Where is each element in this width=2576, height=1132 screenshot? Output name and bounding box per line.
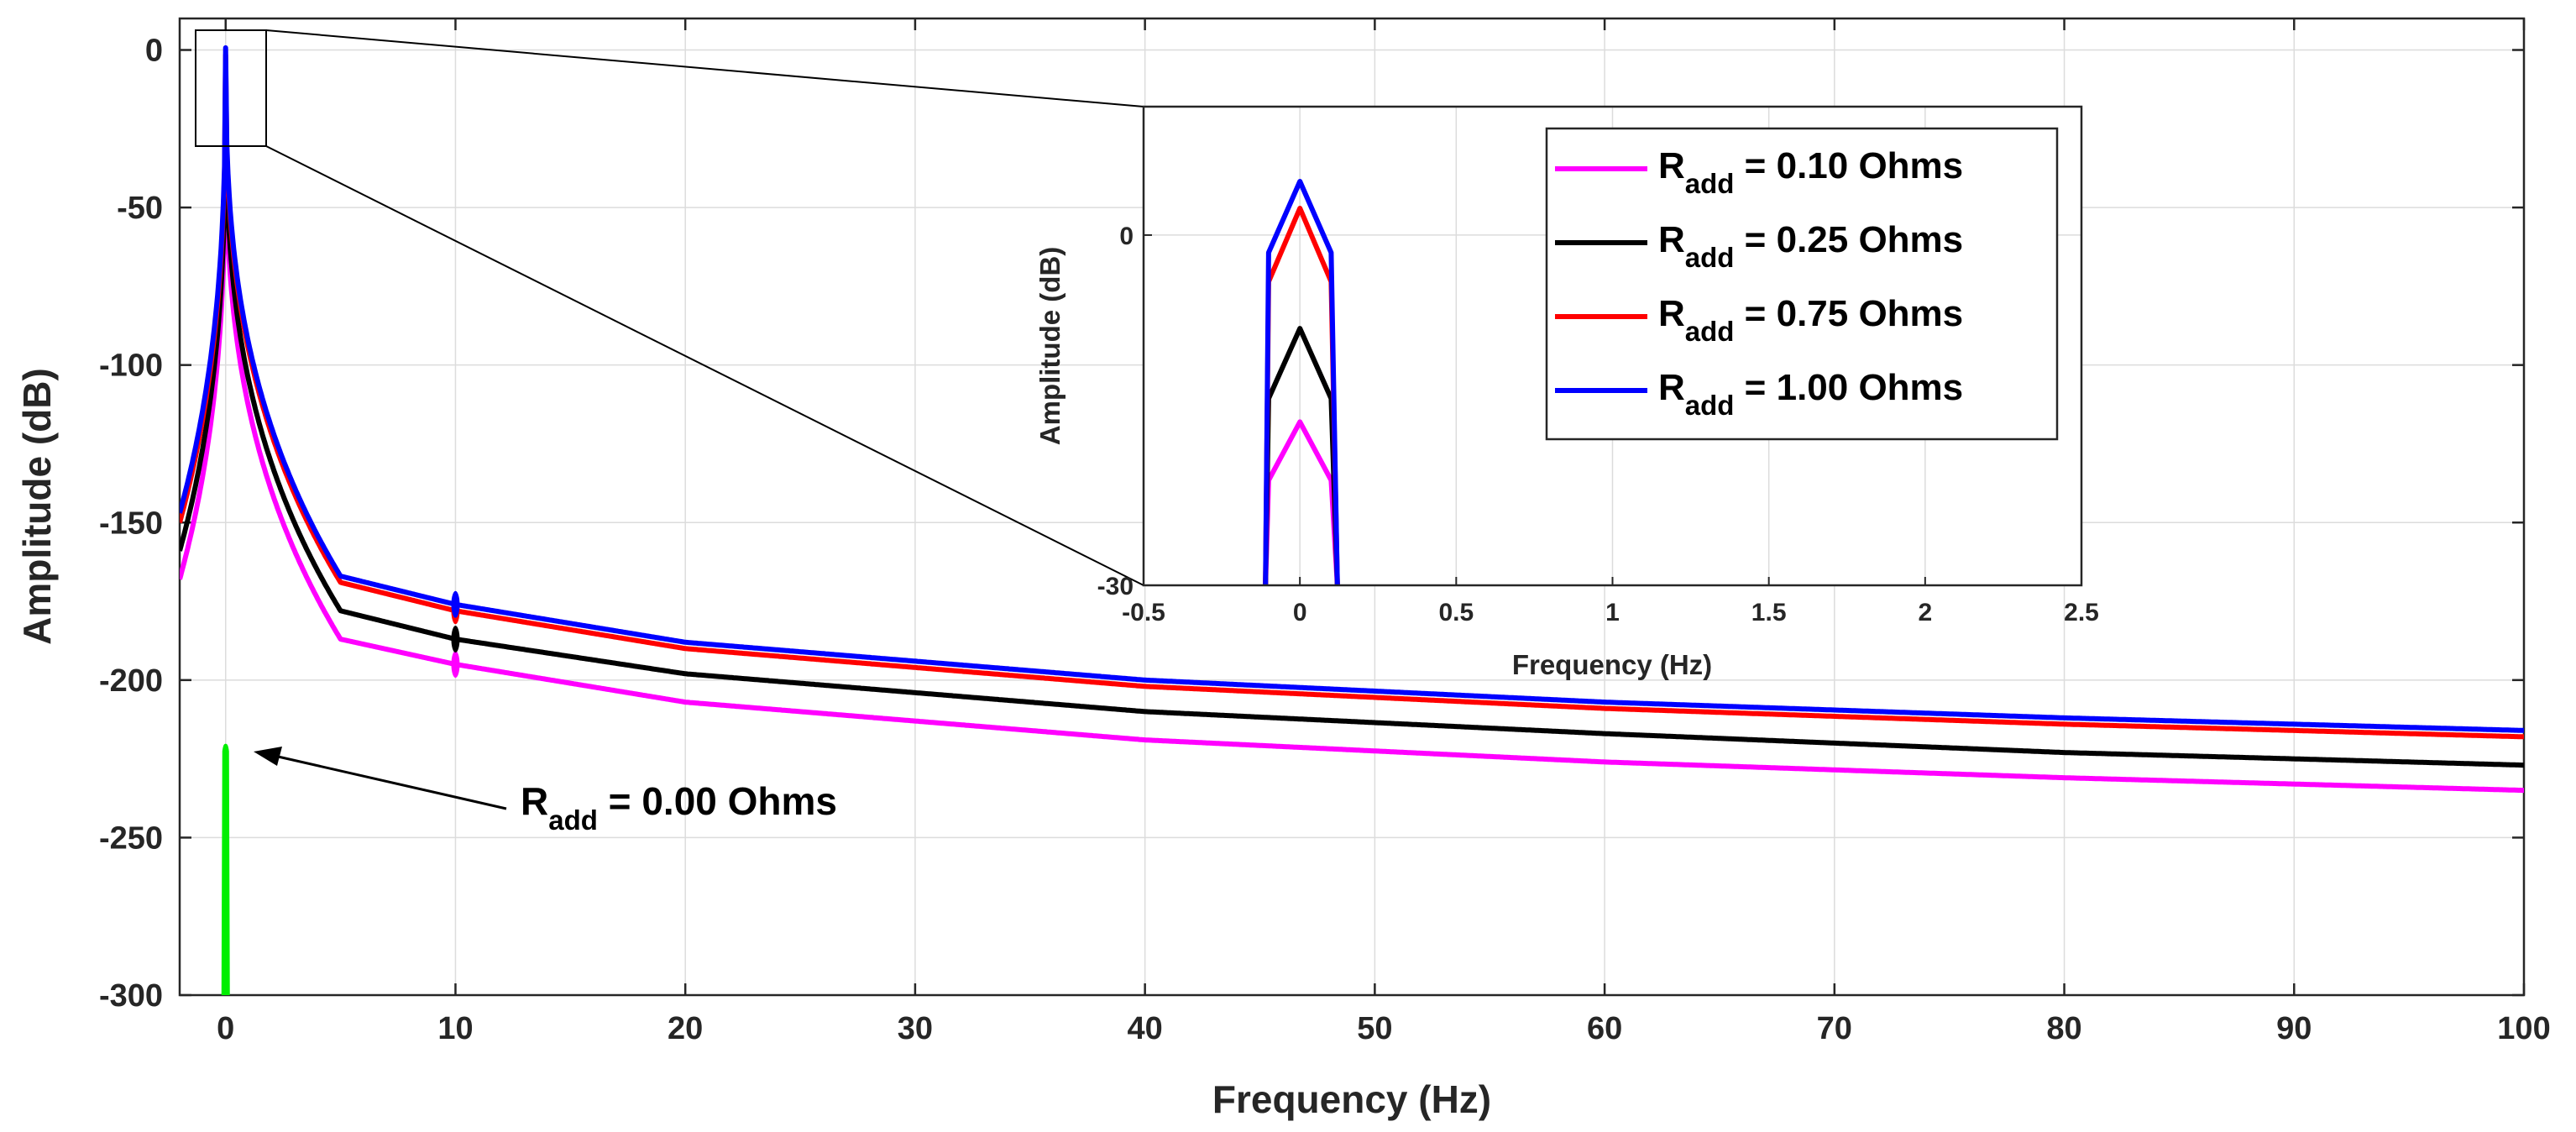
zoom-connector-top — [265, 29, 1144, 107]
legend-entry-3: Radd = 1.00 Ohms — [1658, 367, 1963, 421]
inset-ticks: -0.5 0 0.5 1 1.5 2 2.5 0 -30 — [1097, 223, 2099, 626]
inset-x-tick-label: -0.5 — [1122, 599, 1165, 626]
legend-entry-2: Radd = 0.75 Ohms — [1658, 293, 1963, 347]
series-line-1 — [180, 85, 2524, 768]
inset-y-axis-label: Amplitude (dB) — [1034, 247, 1065, 445]
x-tick-label: 90 — [2276, 1011, 2312, 1046]
inset-series — [1263, 179, 1340, 585]
legend-subscript: add — [1685, 316, 1735, 347]
legend-symbol: R — [1658, 145, 1685, 186]
inset-x-tick-label: 1.5 — [1751, 599, 1787, 626]
series-marker-1 — [451, 626, 460, 653]
legend-entry-1: Radd = 0.25 Ohms — [1658, 219, 1963, 273]
x-tick-label: 50 — [1357, 1011, 1392, 1046]
y-tick-label: -300 — [99, 978, 163, 1014]
y-tick-label: -50 — [117, 191, 163, 226]
legend-entry-0: Radd = 0.10 Ohms — [1658, 145, 1963, 199]
series-line-2 — [180, 52, 2524, 740]
x-tick-label: 10 — [437, 1011, 473, 1046]
annotation-sub: add — [548, 804, 598, 836]
zoom-region-box — [195, 29, 267, 147]
main-series — [180, 45, 2524, 995]
inset-x-tick-label: 0 — [1293, 599, 1307, 626]
x-axis-label: Frequency (Hz) — [1212, 1077, 1491, 1121]
inset-y-tick-label: 0 — [1119, 223, 1134, 250]
y-axis-label: Amplitude (dB) — [15, 368, 59, 645]
main-ticks: 0 10 20 30 40 50 60 70 80 90 1000-50-100-150-200-2… — [99, 18, 2551, 1046]
inset-series-line-3 — [1263, 179, 1340, 585]
legend-symbol: R — [1658, 219, 1685, 260]
legend-subscript: add — [1685, 242, 1735, 273]
legend-box — [1545, 127, 2059, 441]
x-tick-label: 0 — [217, 1011, 234, 1046]
annotation-value: = 0.00 Ohms — [598, 779, 837, 823]
zoom-connector-bottom — [265, 145, 1144, 586]
x-tick-label: 100 — [2497, 1011, 2550, 1046]
x-tick-label: 80 — [2046, 1011, 2081, 1046]
x-tick-label: 40 — [1128, 1011, 1163, 1046]
inset-x-tick-label: 2 — [1918, 599, 1932, 626]
x-tick-label: 20 — [668, 1011, 703, 1046]
legend-value: = 0.10 Ohms — [1734, 145, 1963, 186]
legend-value: = 1.00 Ohms — [1734, 367, 1963, 408]
inset-x-tick-label: 0.5 — [1438, 599, 1474, 626]
y-tick-label: 0 — [145, 34, 163, 69]
y-tick-label: -100 — [99, 349, 163, 384]
y-tick-label: -200 — [99, 663, 163, 699]
y-tick-label: -250 — [99, 820, 163, 856]
series-marker-0 — [451, 651, 460, 679]
legend-value: = 0.75 Ohms — [1734, 293, 1963, 334]
series-line-0 — [180, 110, 2524, 794]
legend-symbol: R — [1658, 293, 1685, 334]
annotation-arrow — [266, 752, 507, 810]
legend-value: = 0.25 Ohms — [1734, 219, 1963, 260]
legend-subscript: add — [1685, 168, 1735, 199]
x-tick-label: 60 — [1587, 1011, 1622, 1046]
inset-y-tick-label: -30 — [1097, 573, 1134, 600]
inset-x-tick-label: 2.5 — [2064, 599, 2099, 626]
x-tick-label: 30 — [898, 1011, 933, 1046]
annotation-r: R — [521, 779, 548, 823]
inset-x-tick-label: 1 — [1605, 599, 1620, 626]
series-line-3 — [180, 45, 2524, 733]
y-tick-label: -150 — [99, 506, 163, 541]
legend-symbol: R — [1658, 367, 1685, 408]
inset-x-axis-label: Frequency (Hz) — [1512, 649, 1712, 680]
x-tick-label: 70 — [1817, 1011, 1852, 1046]
legend-subscript: add — [1685, 390, 1735, 421]
series-marker-3 — [451, 590, 460, 618]
annotation-label: Radd = 0.00 Ohms — [521, 779, 837, 836]
annotation-arrowhead — [254, 747, 282, 766]
zero-series-spike — [221, 743, 230, 995]
